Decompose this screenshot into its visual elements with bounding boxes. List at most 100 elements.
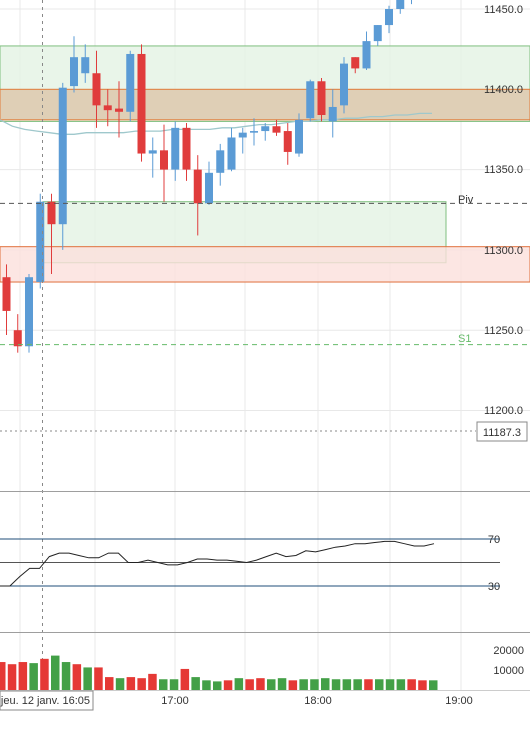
x-tick-label: 17:00 xyxy=(161,695,189,707)
y-tick-label: 11350.0 xyxy=(484,164,523,176)
zones-layer xyxy=(0,45,530,283)
volume-bar xyxy=(83,667,92,690)
volume-bar xyxy=(159,679,168,690)
x-tick-label: 18:00 xyxy=(304,695,332,707)
candle-body xyxy=(148,150,157,154)
crosshair-price-label: 11187.3 xyxy=(483,427,521,439)
volume-bar xyxy=(342,679,352,690)
moving-average-line xyxy=(0,112,432,135)
pivot-label: Piv xyxy=(458,194,474,206)
candle-body xyxy=(328,106,337,122)
rsi-tick-label: 30 xyxy=(488,581,500,593)
candle-body xyxy=(160,150,168,170)
volume-bar xyxy=(267,679,276,690)
candle-body xyxy=(351,57,360,69)
zone-orange xyxy=(0,88,530,121)
volume-bar xyxy=(407,679,416,690)
candles-layer xyxy=(2,0,412,353)
volume-bar xyxy=(180,668,190,690)
volume-bar xyxy=(148,673,157,690)
candle-body xyxy=(340,63,348,106)
volume-tick-label: 10000 xyxy=(493,665,524,677)
volume-bar xyxy=(94,667,103,690)
volume-bar xyxy=(256,678,265,690)
volume-bar xyxy=(7,664,17,690)
candle-body xyxy=(47,201,56,225)
volume-bar xyxy=(223,680,233,690)
volume-bar xyxy=(331,679,341,690)
candle-body xyxy=(137,53,146,154)
rsi-tick-label: 70 xyxy=(488,534,500,546)
crosshair-price-box xyxy=(476,421,528,442)
volume-bar xyxy=(321,678,330,690)
x-tick-label: jeu. 12 janv. 16:05 xyxy=(0,695,90,707)
volume-bar xyxy=(418,680,427,690)
volume-bar xyxy=(396,679,406,690)
volume-tick-label: 20000 xyxy=(493,645,524,657)
candle-body xyxy=(261,126,270,132)
volume-bar xyxy=(105,677,114,690)
candle-body xyxy=(295,119,303,154)
candle-body xyxy=(171,127,180,170)
candle-body xyxy=(306,81,315,119)
y-tick-label: 11450.0 xyxy=(484,4,523,16)
volume-bar xyxy=(288,680,298,690)
candle-body xyxy=(362,41,371,69)
volume-bar xyxy=(299,679,308,690)
y-tick-label: 11200.0 xyxy=(484,405,523,417)
y-tick-label: 11300.0 xyxy=(484,245,523,257)
candle-body xyxy=(25,277,33,347)
candle-body xyxy=(115,108,123,112)
candle-body xyxy=(13,330,22,347)
candle-body xyxy=(205,172,213,204)
candle-body xyxy=(182,127,191,170)
candle-body xyxy=(227,137,236,170)
s1-label: S1 xyxy=(458,333,471,345)
volume-bar xyxy=(191,677,200,690)
candle-body xyxy=(103,105,112,111)
rsi-layer xyxy=(0,538,500,587)
candle-body xyxy=(238,132,247,138)
volume-bar xyxy=(429,680,438,690)
candle-body xyxy=(36,201,45,283)
candle-body xyxy=(126,53,135,112)
candle-body xyxy=(283,131,292,152)
volume-bar xyxy=(364,679,373,690)
candle-body xyxy=(216,150,225,173)
candle-body xyxy=(373,25,382,42)
levels-layer xyxy=(0,0,530,690)
volume-bar xyxy=(375,679,384,690)
volume-bar xyxy=(29,663,38,690)
volume-bar xyxy=(126,677,136,690)
candle-body xyxy=(193,169,202,204)
candle-body xyxy=(250,131,258,133)
volume-bar xyxy=(213,681,222,690)
candle-body xyxy=(2,277,11,311)
volume-bar xyxy=(115,678,125,690)
volume-bar xyxy=(18,662,28,690)
candle-body xyxy=(58,87,67,225)
volume-bar xyxy=(0,662,6,690)
volume-bar xyxy=(202,680,211,690)
x-axis-date-box xyxy=(0,690,94,711)
volume-bar xyxy=(245,679,254,690)
candle-body xyxy=(396,0,405,9)
rsi-line xyxy=(0,540,435,587)
y-tick-label: 11400.0 xyxy=(484,84,523,96)
volume-bar xyxy=(72,664,82,690)
volume-layer xyxy=(0,655,438,690)
moving-average-layer xyxy=(0,112,432,135)
volume-bar xyxy=(40,658,49,690)
y-tick-label: 11250.0 xyxy=(484,325,523,337)
candle-body xyxy=(317,81,326,115)
candle-body xyxy=(70,57,78,87)
candle-body xyxy=(92,73,101,106)
candle-body xyxy=(385,9,393,26)
zone-red xyxy=(0,246,530,283)
volume-bar xyxy=(169,679,179,690)
volume-bar xyxy=(385,679,395,690)
volume-bar xyxy=(353,679,362,690)
volume-bar xyxy=(277,678,287,690)
x-tick-label: 19:00 xyxy=(445,695,473,707)
